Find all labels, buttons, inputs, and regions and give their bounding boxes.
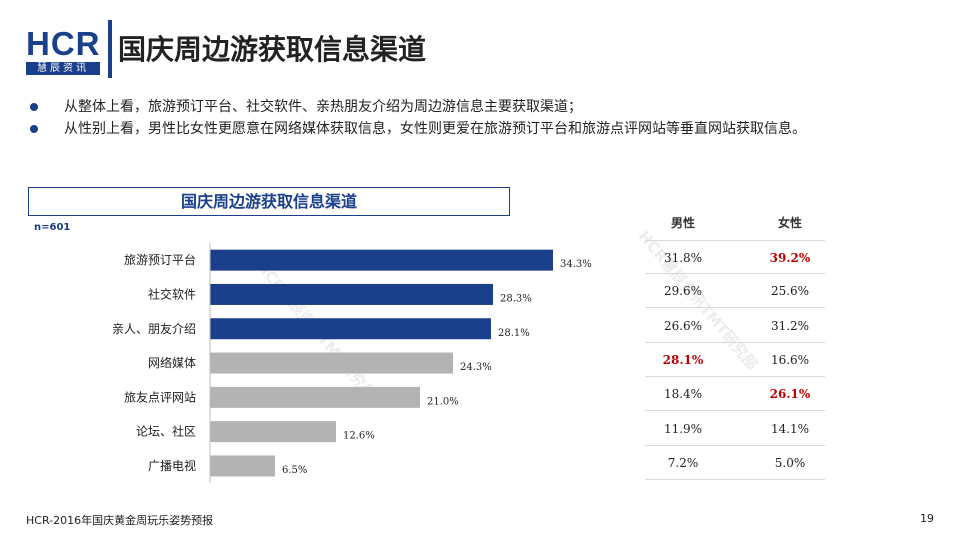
logo-subtext: 慧辰资讯	[26, 62, 100, 75]
value-label: 28.3%	[500, 293, 532, 304]
male-value: 28.1%	[662, 352, 704, 367]
category-label: 旅游预订平台	[124, 252, 196, 267]
page-title: 国庆周边游获取信息渠道	[118, 33, 427, 66]
bullet-item: 从整体上看，旅游预订平台、社交软件、亲热朋友介绍为周边游信息主要获取渠道；	[26, 96, 946, 118]
bullet-text: 从性别上看，男性比女性更愿意在网络媒体获取信息，女性则更爱在旅游预订平台和旅游点…	[64, 121, 806, 137]
female-value: 14.1%	[770, 421, 810, 436]
male-value: 18.4%	[663, 387, 703, 402]
male-value: 29.6%	[663, 284, 703, 299]
female-value: 26.1%	[769, 387, 811, 402]
female-value: 31.2%	[770, 318, 810, 333]
female-value: 39.2%	[769, 251, 811, 265]
bullet-dot-icon	[30, 103, 38, 111]
category-label: 广播电视	[148, 458, 196, 473]
table-row: 31.8% 39.2%	[645, 240, 825, 274]
bullet-dot-icon	[30, 125, 38, 133]
female-value: 16.6%	[770, 352, 810, 367]
bar-4	[210, 386, 420, 408]
value-label: 6.5%	[282, 465, 307, 476]
category-label: 论坛、社区	[136, 424, 196, 439]
female-value: 5.0%	[774, 455, 806, 470]
table-row: 11.9% 14.1%	[645, 412, 825, 446]
bar-1	[210, 283, 493, 305]
table-row: 26.6% 31.2%	[645, 309, 825, 343]
bullet-item: 从性别上看，男性比女性更愿意在网络媒体获取信息，女性则更爱在旅游预订平台和旅游点…	[26, 118, 946, 140]
bar-3	[210, 352, 453, 374]
bullet-text: 从整体上看，旅游预订平台、社交软件、亲热朋友介绍为周边游信息主要获取渠道；	[64, 99, 582, 115]
category-label: 网络媒体	[148, 355, 196, 370]
column-header-female: 女性	[777, 216, 802, 230]
title-divider	[108, 20, 112, 78]
category-label: 亲人、朋友介绍	[112, 322, 196, 336]
chart-title: 国庆周边游获取信息渠道	[28, 187, 510, 216]
value-label: 34.3%	[560, 259, 592, 270]
page-number: 19	[920, 512, 934, 525]
male-value: 11.9%	[663, 421, 703, 436]
table-row: 18.4% 26.1%	[645, 377, 825, 412]
value-label: 12.6%	[343, 431, 375, 442]
table-row: 29.6% 25.6%	[645, 274, 825, 309]
table-row: 7.2% 5.0%	[645, 446, 825, 480]
footer-source: HCR-2016年国庆黄金周玩乐姿势预报	[26, 514, 214, 527]
male-value: 31.8%	[663, 251, 703, 265]
value-label: 24.3%	[460, 362, 492, 373]
hcr-logo: HCR 慧辰资讯	[26, 25, 102, 75]
bar-5	[210, 421, 336, 443]
category-label: 旅友点评网站	[124, 390, 196, 404]
female-value: 25.6%	[770, 284, 810, 299]
bar-0	[210, 249, 553, 271]
male-value: 7.2%	[667, 455, 699, 470]
sample-size-label: n=601	[34, 222, 71, 233]
bar-6	[210, 455, 275, 477]
value-label: 21.0%	[427, 396, 459, 407]
value-label: 28.1%	[498, 328, 530, 339]
column-header-male: 男性	[670, 216, 695, 230]
bar-2	[210, 318, 491, 340]
logo-text: HCR	[26, 25, 101, 62]
table-row: 28.1% 16.6%	[645, 343, 825, 377]
category-label: 社交软件	[148, 286, 196, 301]
male-value: 26.6%	[663, 318, 703, 333]
summary-bullets: 从整体上看，旅游预订平台、社交软件、亲热朋友介绍为周边游信息主要获取渠道； 从性…	[26, 96, 946, 140]
